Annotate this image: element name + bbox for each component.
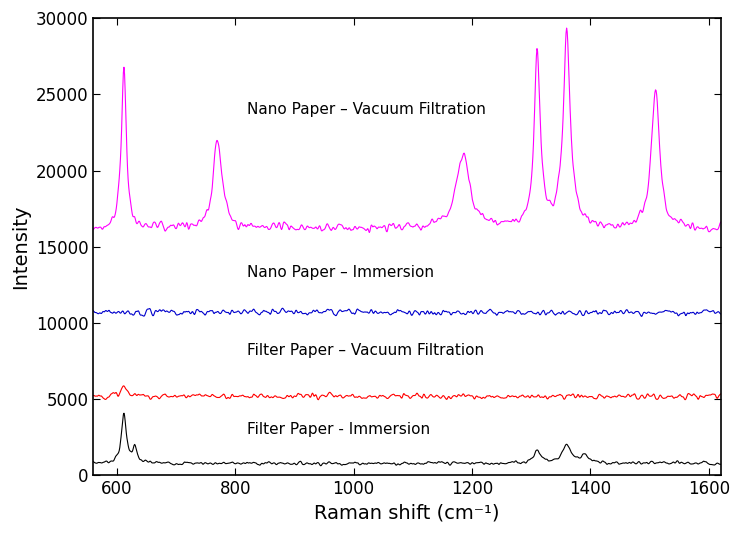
Text: Filter Paper - Immersion: Filter Paper - Immersion: [247, 422, 430, 437]
X-axis label: Raman shift (cm⁻¹): Raman shift (cm⁻¹): [314, 504, 499, 523]
Text: Nano Paper – Vacuum Filtration: Nano Paper – Vacuum Filtration: [247, 102, 486, 117]
Text: Filter Paper – Vacuum Filtration: Filter Paper – Vacuum Filtration: [247, 343, 485, 358]
Y-axis label: Intensity: Intensity: [11, 205, 30, 289]
Text: Nano Paper – Immersion: Nano Paper – Immersion: [247, 265, 434, 280]
